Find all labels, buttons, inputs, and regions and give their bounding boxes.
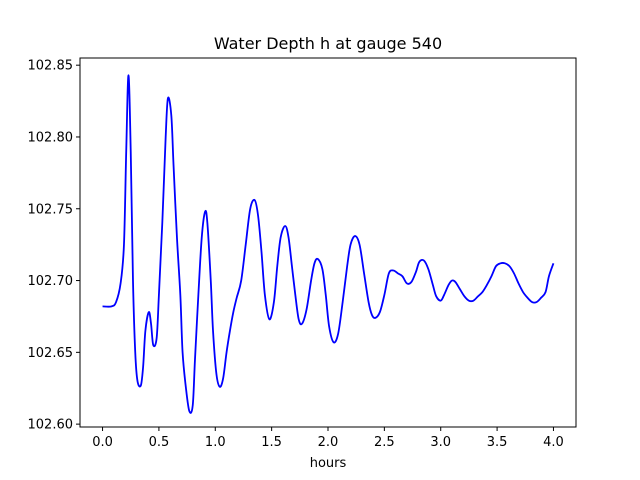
x-tick-label: 1.5 (261, 435, 282, 450)
water-depth-series-line (102, 74, 555, 414)
y-tick-label: 102.65 (28, 346, 74, 361)
chart-title: Water Depth h at gauge 540 (214, 34, 442, 53)
x-tick-label: 1.0 (205, 435, 226, 450)
y-tick-label: 102.60 (28, 418, 74, 433)
x-tick-label: 2.0 (318, 435, 339, 450)
ticks-layer: 0.0 0.5 1.0 1.5 2.0 2.5 3.0 3.5 4.0 102.60 102.65 1… (28, 59, 564, 450)
y-tick-label: 102.70 (28, 274, 74, 289)
x-tick-label: 0.0 (92, 435, 113, 450)
x-tick-label: 3.0 (430, 435, 451, 450)
x-tick-label: 0.5 (149, 435, 170, 450)
y-tick-label: 102.80 (28, 130, 74, 145)
plot-area-frame (79, 57, 577, 428)
series-layer (102, 74, 555, 414)
x-tick-label: 4.0 (543, 435, 564, 450)
x-axis-label: hours (310, 456, 347, 471)
x-tick-label: 3.5 (487, 435, 508, 450)
y-tick-label: 102.85 (28, 59, 74, 74)
y-tick-label: 102.75 (28, 202, 74, 217)
x-tick-label: 2.5 (374, 435, 395, 450)
